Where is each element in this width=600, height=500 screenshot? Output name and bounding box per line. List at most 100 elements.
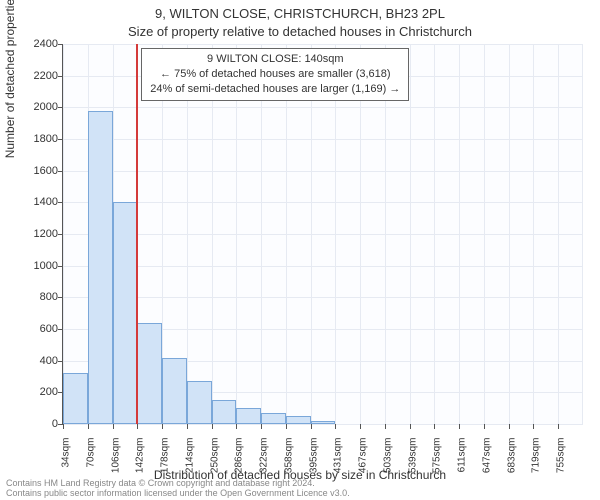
gridline-v [410, 44, 411, 424]
gridline-v [335, 44, 336, 424]
xtick-label: 575sqm [432, 438, 443, 488]
gridline-v [509, 44, 510, 424]
xtick-label: 142sqm [135, 438, 146, 488]
gridline-h [63, 234, 583, 235]
xtick-label: 322sqm [259, 438, 270, 488]
gridline-v [311, 44, 312, 424]
xtick-mark [113, 424, 114, 429]
xtick-mark [360, 424, 361, 429]
ytick-label: 2400 [18, 38, 58, 50]
y-axis-label: Number of detached properties [3, 0, 17, 158]
gridline-v [63, 44, 64, 424]
histogram-bar [88, 111, 113, 425]
xtick-mark [261, 424, 262, 429]
histogram-bar [212, 400, 237, 424]
gridline-h [63, 424, 583, 425]
gridline-h [63, 171, 583, 172]
xtick-label: 358sqm [283, 438, 294, 488]
marker-line [136, 44, 138, 424]
xtick-label: 503sqm [382, 438, 393, 488]
xtick-mark [286, 424, 287, 429]
xtick-label: 683sqm [506, 438, 517, 488]
xtick-label: 719sqm [531, 438, 542, 488]
ytick-label: 200 [18, 386, 58, 398]
xtick-label: 755sqm [556, 438, 567, 488]
gridline-v [434, 44, 435, 424]
plot-area [62, 44, 583, 425]
ytick-label: 2000 [18, 101, 58, 113]
xtick-label: 395sqm [308, 438, 319, 488]
xtick-label: 286sqm [234, 438, 245, 488]
xtick-mark [162, 424, 163, 429]
xtick-label: 34sqm [61, 438, 72, 488]
xtick-mark [187, 424, 188, 429]
gridline-v [459, 44, 460, 424]
gridline-h [63, 107, 583, 108]
xtick-mark [509, 424, 510, 429]
footer-attribution: Contains HM Land Registry data © Crown c… [6, 479, 350, 499]
ytick-label: 2200 [18, 70, 58, 82]
xtick-label: 70sqm [85, 438, 96, 488]
xtick-mark [434, 424, 435, 429]
histogram-bar [261, 413, 286, 424]
xtick-mark [63, 424, 64, 429]
histogram-bar [236, 408, 261, 424]
gridline-v [236, 44, 237, 424]
xtick-label: 106sqm [110, 438, 121, 488]
histogram-bar [311, 421, 336, 424]
ytick-label: 1200 [18, 228, 58, 240]
gridline-h [63, 139, 583, 140]
xtick-label: 431sqm [333, 438, 344, 488]
chart-title-line1: 9, WILTON CLOSE, CHRISTCHURCH, BH23 2PL [0, 6, 600, 21]
gridline-v [484, 44, 485, 424]
ytick-label: 1600 [18, 165, 58, 177]
xtick-mark [335, 424, 336, 429]
info-box: 9 WILTON CLOSE: 140sqm← 75% of detached … [141, 48, 409, 101]
info-box-line3: 24% of semi-detached houses are larger (… [150, 82, 400, 97]
xtick-mark [212, 424, 213, 429]
xtick-label: 647sqm [481, 438, 492, 488]
ytick-label: 1400 [18, 196, 58, 208]
gridline-v [360, 44, 361, 424]
ytick-label: 800 [18, 291, 58, 303]
info-box-line2: ← 75% of detached houses are smaller (3,… [150, 67, 400, 82]
xtick-label: 250sqm [209, 438, 220, 488]
histogram-bar [162, 358, 187, 425]
gridline-v [385, 44, 386, 424]
gridline-v [533, 44, 534, 424]
xtick-mark [311, 424, 312, 429]
xtick-mark [459, 424, 460, 429]
gridline-h [63, 202, 583, 203]
histogram-bar [286, 416, 311, 424]
gridline-h [63, 297, 583, 298]
xtick-label: 611sqm [457, 438, 468, 488]
gridline-v [212, 44, 213, 424]
histogram-bar [63, 373, 88, 424]
histogram-bar [187, 381, 212, 424]
xtick-mark [236, 424, 237, 429]
chart-title-line2: Size of property relative to detached ho… [0, 24, 600, 39]
xtick-label: 539sqm [407, 438, 418, 488]
chart-container: 9, WILTON CLOSE, CHRISTCHURCH, BH23 2PL … [0, 0, 600, 500]
ytick-label: 1000 [18, 260, 58, 272]
xtick-label: 178sqm [160, 438, 171, 488]
gridline-v [286, 44, 287, 424]
xtick-mark [558, 424, 559, 429]
ytick-label: 400 [18, 355, 58, 367]
gridline-v [558, 44, 559, 424]
xtick-label: 467sqm [358, 438, 369, 488]
xtick-mark [88, 424, 89, 429]
xtick-mark [533, 424, 534, 429]
info-box-line1: 9 WILTON CLOSE: 140sqm [150, 52, 400, 67]
ytick-label: 1800 [18, 133, 58, 145]
footer-line2: Contains public sector information licen… [6, 489, 350, 499]
xtick-mark [137, 424, 138, 429]
gridline-v [582, 44, 583, 424]
gridline-v [261, 44, 262, 424]
xtick-label: 214sqm [184, 438, 195, 488]
gridline-h [63, 44, 583, 45]
xtick-mark [410, 424, 411, 429]
gridline-h [63, 266, 583, 267]
ytick-label: 0 [18, 418, 58, 430]
xtick-mark [484, 424, 485, 429]
